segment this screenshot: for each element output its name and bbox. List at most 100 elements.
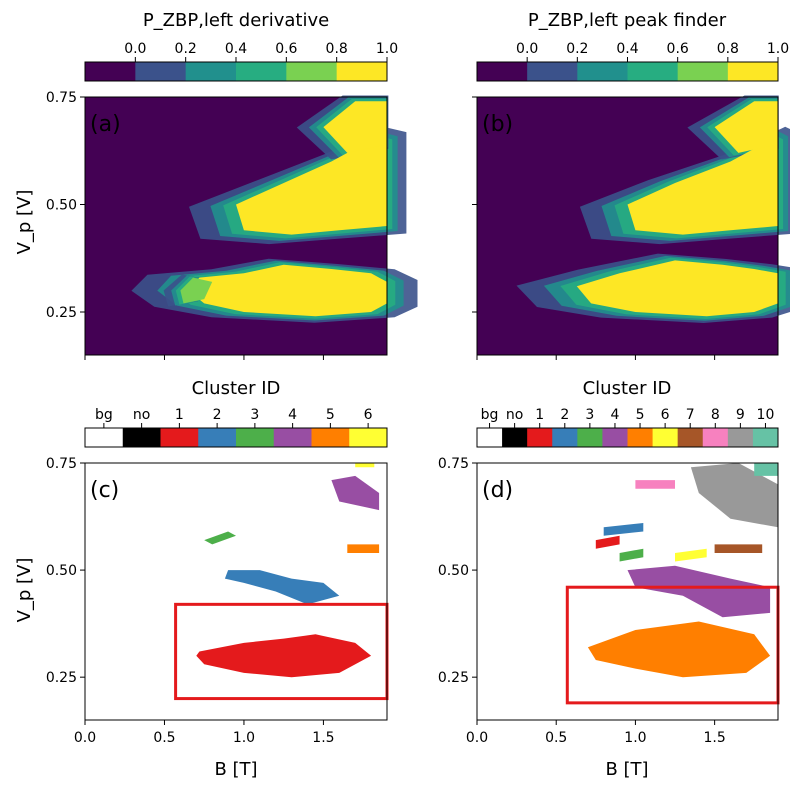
- colorbar-segment: [502, 428, 528, 447]
- colorbar-segment: [122, 428, 161, 447]
- colorbar-segment: [198, 428, 237, 447]
- colorbar-frame: [476, 427, 779, 448]
- colorbar-segment: [577, 428, 603, 447]
- y-tick-label: 0.50: [46, 563, 77, 579]
- colorbar-segment: [652, 428, 679, 447]
- x-axis-c: 0.0 0.5 1.0 1.5: [74, 720, 335, 746]
- colorbar-segment: [286, 62, 338, 81]
- panel-d: Cluster ID bg no 1 2 3 4 5 6 7 8 9 10 (d) 0.250.500…: [438, 378, 780, 780]
- colorbar-tick-label: 9: [736, 407, 745, 423]
- colorbar-segment: [602, 428, 628, 447]
- colorbar-tick-label: 4: [288, 407, 297, 423]
- plot-background: [85, 463, 387, 720]
- y-axis-c: 0.25 0.50 0.75: [46, 456, 85, 686]
- panel-c: Cluster ID bg no 1 2 3 4 5 6 (c) 0.25 0.50 0.75 0…: [14, 378, 389, 780]
- y-tick-label: 0.75: [438, 456, 469, 472]
- heatmap-region: [188, 264, 387, 317]
- cluster-2: [224, 570, 340, 605]
- colorbar-tick-label: no: [133, 407, 150, 423]
- cluster-9: [690, 463, 778, 528]
- heatmap-b: [476, 95, 790, 360]
- colorbar-tick-label: 6: [661, 407, 670, 423]
- y-axis-label-c: V_p [V]: [14, 558, 35, 623]
- x-tick-label: 1.0: [624, 730, 646, 746]
- colorbar-tick-label: 0.0: [516, 41, 538, 57]
- heatmap-region: [627, 140, 778, 235]
- colorbar-tick-label: 1.0: [376, 41, 398, 57]
- colorbar-tick-label: 2: [560, 407, 569, 423]
- x-tick-label: 0.0: [74, 730, 96, 746]
- colorbar-segment: [273, 428, 312, 447]
- heatmap-region: [236, 140, 387, 235]
- y-axis-a: 0.25 0.50 0.75: [46, 90, 85, 321]
- colorbar-title-b: P_ZBP,left peak finder: [528, 10, 727, 31]
- y-tick-label: 0.50: [438, 563, 469, 579]
- colorbar-segment: [527, 428, 553, 447]
- cluster-7: [714, 544, 763, 553]
- cluster-4: [627, 565, 771, 618]
- colorbar-segment: [627, 62, 679, 81]
- colorbar-segment: [311, 428, 350, 447]
- heatmap-region: [323, 101, 387, 153]
- colorbar-segment: [527, 62, 578, 81]
- colorbar-segment: [552, 428, 578, 447]
- colorbar-title-a: P_ZBP,left derivative: [143, 10, 329, 31]
- colorbar-tick-label: 7: [686, 407, 695, 423]
- heatmap-region: [180, 277, 213, 304]
- cluster-1: [196, 634, 372, 678]
- cluster-3: [619, 548, 644, 562]
- colorbar-segment: [727, 428, 754, 447]
- colorbar-frame: [84, 427, 388, 448]
- colorbar-segment: [85, 428, 124, 447]
- colorbar-a: 0.0 0.2 0.4 0.6 0.8 1.0: [84, 41, 398, 82]
- colorbar-segment: [702, 428, 729, 447]
- y-axis-b: [472, 96, 477, 313]
- colorbar-segment: [727, 62, 779, 81]
- colorbar-tick-label: 3: [250, 407, 259, 423]
- cluster-8: [635, 480, 675, 489]
- y-tick-label: 0.25: [438, 670, 469, 686]
- panel-label-b: (b): [482, 112, 513, 137]
- colorbar-tick-label: 2: [213, 407, 222, 423]
- y-tick-label: 0.75: [46, 456, 77, 472]
- colorbar-segment: [160, 428, 199, 447]
- colorbar-tick-label: 1: [535, 407, 544, 423]
- colorbar-tick-label: 3: [585, 407, 594, 423]
- colorbar-tick-label: bg: [95, 407, 113, 423]
- colorbar-segment: [336, 62, 388, 81]
- x-tick-label: 1.5: [312, 730, 334, 746]
- cluster-map-c: [84, 462, 389, 721]
- colorbar-tick-label: 6: [364, 407, 373, 423]
- heatmap-region: [576, 260, 778, 317]
- plot-frame: [84, 96, 388, 356]
- y-axis-label-a: V_p [V]: [14, 190, 35, 255]
- colorbar-segment: [236, 62, 287, 81]
- colorbar-segment: [477, 62, 528, 81]
- colorbar-tick-label: 0.8: [717, 41, 739, 57]
- x-tick-label: 0.0: [466, 730, 488, 746]
- colorbar-segment: [236, 428, 275, 447]
- y-tick-label: 0.25: [46, 305, 77, 321]
- colorbar-title-c: Cluster ID: [192, 378, 281, 399]
- colorbar-segment: [185, 62, 237, 81]
- cluster-2: [603, 523, 644, 536]
- panel-label-a: (a): [90, 112, 121, 137]
- y-tick-label: 0.25: [46, 670, 77, 686]
- y-tick-label: 0.75: [46, 90, 77, 106]
- cluster-10: [754, 463, 778, 476]
- colorbar-tick-label: 1.0: [767, 41, 789, 57]
- colorbar-tick-label: 0.0: [124, 41, 146, 57]
- cluster-6: [355, 463, 375, 468]
- x-tick-label: 0.5: [153, 730, 175, 746]
- colorbar-tick-label: 0.8: [326, 41, 348, 57]
- x-axis-d: 0.0 0.5 1.0 1.5: [466, 720, 726, 746]
- cluster-3: [204, 531, 236, 545]
- x-axis-label-c: B [T]: [214, 759, 257, 780]
- colorbar-c: bg no 1 2 3 4 5 6: [84, 407, 388, 448]
- colorbar-segment: [85, 62, 136, 81]
- x-tick-label: 1.5: [703, 730, 725, 746]
- colorbar-tick-label: 10: [757, 407, 775, 423]
- colorbar-tick-label: 1: [175, 407, 184, 423]
- colorbar-tick-label: 0.6: [667, 41, 689, 57]
